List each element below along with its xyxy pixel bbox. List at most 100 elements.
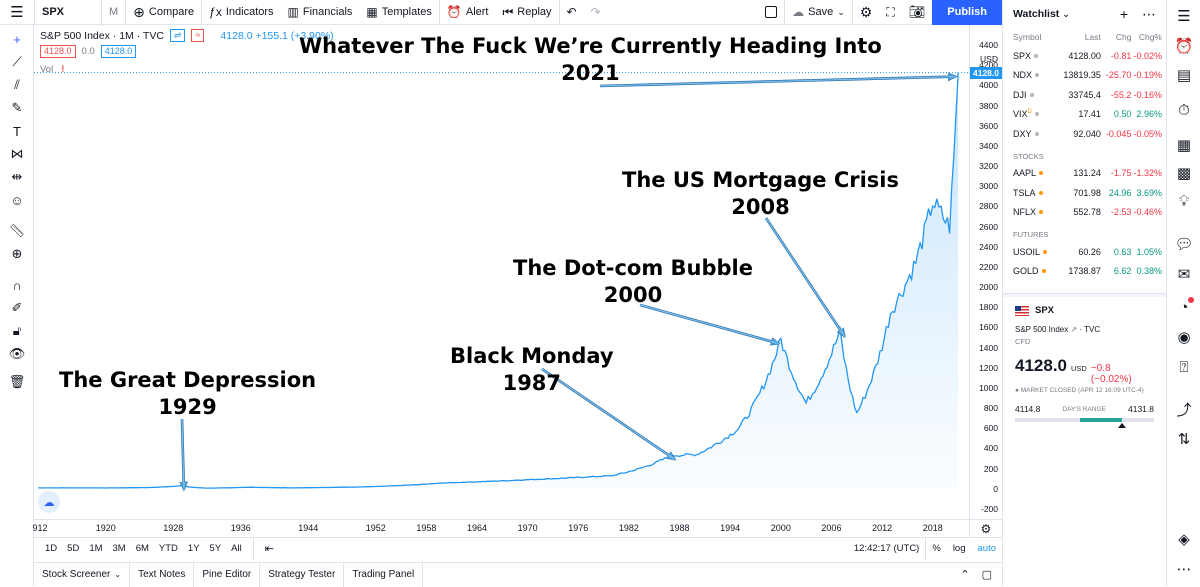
tab-trading-panel[interactable]: Trading Panel — [344, 562, 424, 587]
external-link-icon[interactable]: ↗ — [1070, 325, 1078, 334]
emoji-icon[interactable]: ☺ — [10, 192, 24, 208]
col-symbol[interactable]: Symbol — [1013, 32, 1042, 42]
ruler-icon[interactable]: 📏︎ — [8, 223, 26, 238]
legend-title[interactable]: S&P 500 Index · 1M · TVC — [40, 29, 164, 42]
range-5d[interactable]: 5D — [67, 543, 80, 554]
tab-text-notes[interactable]: Text Notes — [130, 562, 195, 587]
eye-icon[interactable]: 👁︎ — [8, 346, 26, 361]
fullscreen-button[interactable]: ⛶ — [879, 0, 901, 25]
data-window-icon[interactable]: ▤ — [1176, 67, 1192, 84]
bid-value[interactable]: 4128.0 — [40, 45, 76, 58]
watchlist-title[interactable]: Watchlist — [1013, 8, 1060, 20]
legend-flag-red[interactable]: ≈ — [191, 29, 205, 42]
percent-scale-button[interactable]: % — [932, 543, 941, 554]
col-pct[interactable]: Chg% — [1138, 32, 1162, 42]
range-ytd[interactable]: YTD — [158, 543, 178, 554]
watchlist-row[interactable]: AAPL 131.24 -1.75 -1.32% — [1003, 164, 1166, 184]
settings-button[interactable]: ⚙ — [853, 0, 880, 25]
ask-value[interactable]: 4128.0 — [100, 45, 137, 58]
range-5y[interactable]: 5Y — [209, 543, 222, 554]
brush-icon[interactable]: ✎ — [11, 100, 23, 115]
detail-name[interactable]: S&P 500 Index — [1015, 325, 1069, 334]
panel-splitter[interactable] — [1003, 293, 1166, 297]
calendar-icon[interactable]: ▦ — [1176, 137, 1192, 154]
chart-pane[interactable]: S&P 500 Index · 1M · TVC ⇌ ≈ 4128.0 +155… — [34, 25, 969, 519]
range-6m[interactable]: 6M — [135, 543, 149, 554]
alerts-icon[interactable]: ⏰ — [1174, 38, 1194, 55]
clock-display[interactable]: 12:42:17 (UTC) — [853, 543, 920, 554]
magnet-icon[interactable]: ∩ — [12, 277, 22, 293]
range-1m[interactable]: 1M — [89, 543, 103, 554]
pattern-icon[interactable]: ⋈ — [10, 146, 24, 161]
watchlist-icon[interactable]: ☰ — [1177, 8, 1191, 25]
broadcast-icon[interactable]: ◉ — [1177, 329, 1191, 346]
text-tool-icon[interactable]: T — [13, 123, 21, 139]
time-axis[interactable]: 912 1920 1928 1936 1944 1952 1958 1964 1970 1976 1… — [32, 519, 969, 537]
price-axis[interactable]: USD -200 0 200 400 600 800 1000 1200 1400 1600 180… — [969, 25, 1002, 519]
chevron-down-icon[interactable]: ⌄ — [1062, 8, 1070, 19]
watchlist-row[interactable]: TSLA 701.98 24.96 3.69% — [1003, 183, 1166, 203]
templates-button[interactable]: ▦ Templates — [359, 0, 438, 25]
news-icon[interactable]: ▩ — [1176, 165, 1192, 182]
volume-warning-icon[interactable]: ! — [61, 64, 65, 75]
redo-button[interactable]: ↷ — [584, 0, 608, 25]
goto-date-icon[interactable]: ⇤ — [264, 543, 274, 555]
alert-button[interactable]: ⏰ Alert — [440, 0, 496, 25]
messages-icon[interactable]: ✉ — [1177, 266, 1191, 283]
measure-range-icon[interactable]: ⇹ — [11, 169, 23, 184]
range-1d[interactable]: 1D — [45, 543, 58, 554]
watchlist-row[interactable]: DXY 92.040 -0.045 -0.05% — [1003, 124, 1166, 144]
trading-icon[interactable]: ⤴ — [1176, 401, 1192, 419]
lock-drawing-icon[interactable]: ✐ — [11, 300, 23, 315]
snapshot-button[interactable]: 📷︎ — [902, 0, 933, 25]
indicators-button[interactable]: ƒx Indicators — [202, 0, 280, 25]
watchlist-row[interactable]: NFLX 552.78 -2.53 -0.46% — [1003, 203, 1166, 223]
pitchfork-icon[interactable]: ⫽ — [14, 77, 20, 92]
interval-button[interactable]: M — [102, 0, 125, 25]
trash-icon[interactable]: 🗑︎ — [8, 374, 26, 389]
chats-icon[interactable]: 💬︎ — [1174, 236, 1194, 253]
lock-icon[interactable]: 🔓︎ — [12, 323, 22, 338]
help-icon[interactable]: ⍰ — [1179, 358, 1189, 376]
axis-settings-button[interactable]: ⚙ — [969, 519, 1002, 537]
detail-symbol[interactable]: SPX — [1035, 305, 1055, 316]
undo-button[interactable]: ↶ — [560, 0, 584, 25]
tab-strategy-tester[interactable]: Strategy Tester — [260, 562, 345, 587]
watchlist-row[interactable]: GOLD 1738.87 6.62 0.38% — [1003, 262, 1166, 282]
compare-button[interactable]: ⊕ Compare — [126, 0, 201, 25]
legend-flag[interactable]: ⇌ — [169, 29, 186, 42]
ideas-icon[interactable]: 💡︎ — [1178, 192, 1190, 210]
watchlist-row[interactable]: SPX 4128.00 -0.81 -0.02% — [1003, 46, 1166, 66]
layout-button[interactable] — [758, 0, 784, 25]
more-options-icon[interactable]: ⋯ — [1142, 5, 1156, 22]
zoom-in-icon[interactable]: ⊕ — [11, 246, 23, 261]
watchlist-row[interactable]: VIXD 17.41 0.50 2.96% — [1003, 105, 1166, 125]
save-button[interactable]: ☁ Save ⌄ — [785, 0, 852, 25]
auto-scale-button[interactable]: auto — [977, 543, 997, 554]
maximize-panel-icon[interactable]: ▢ — [981, 569, 992, 581]
watchlist-row[interactable]: NDX 13819.35 -25.70 -0.19% — [1003, 66, 1166, 86]
watchlist-row[interactable]: USOIL 60.26 0.63 1.05% — [1003, 242, 1166, 262]
menu-icon[interactable]: ☰ — [10, 4, 24, 21]
trend-line-icon[interactable]: ⟋ — [12, 54, 22, 69]
financials-button[interactable]: ▥ Financials — [281, 0, 360, 25]
collapse-panel-icon[interactable]: ⌃ — [960, 569, 970, 581]
layers-icon[interactable]: ◈ — [1178, 531, 1190, 548]
tab-pine-editor[interactable]: Pine Editor — [194, 562, 261, 587]
range-all[interactable]: All — [231, 543, 242, 554]
tradingview-logo[interactable]: ☁ — [38, 491, 60, 513]
replay-button[interactable]: ⏮ Replay — [495, 0, 558, 25]
notifications-icon[interactable]: ◔ — [1167, 296, 1200, 318]
log-scale-button[interactable]: log — [952, 543, 966, 554]
watchlist-row[interactable]: DJI 33745.4 -55.2 -0.16% — [1003, 85, 1166, 105]
range-3m[interactable]: 3M — [112, 543, 126, 554]
dom-icon[interactable]: ⇅ — [1177, 431, 1191, 448]
add-symbol-icon[interactable]: + — [1119, 5, 1128, 22]
col-last[interactable]: Last — [1084, 32, 1101, 42]
more-icon[interactable]: ⋯ — [1176, 561, 1192, 578]
hotlist-icon[interactable]: ⏱ — [1178, 101, 1190, 119]
symbol-search-button[interactable]: SPX — [42, 6, 65, 18]
tab-stock-screener[interactable]: Stock Screener ⌄ — [34, 562, 131, 587]
publish-button[interactable]: Publish — [932, 0, 1002, 25]
col-chg[interactable]: Chg — [1115, 32, 1132, 42]
